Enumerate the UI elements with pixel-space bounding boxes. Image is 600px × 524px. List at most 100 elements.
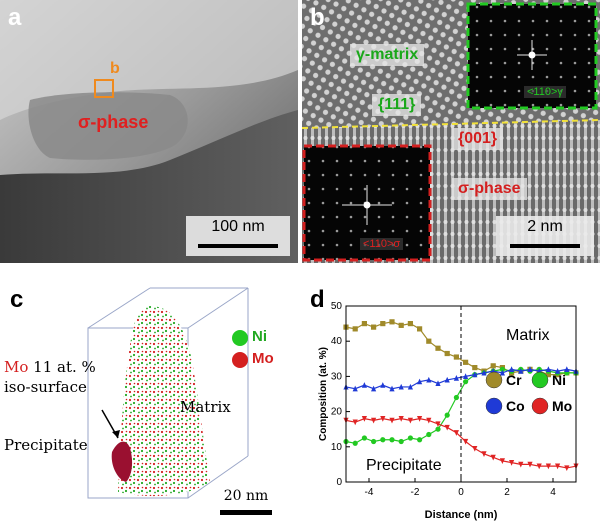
- y-tick-label: 40: [331, 336, 343, 347]
- data-point: [564, 366, 570, 372]
- data-point: [361, 382, 367, 388]
- iso-label-line2: iso-surface: [4, 378, 87, 396]
- data-point: [398, 383, 404, 390]
- data-point: [444, 412, 450, 418]
- panel-c-label: c: [10, 286, 24, 313]
- data-point: [463, 379, 469, 385]
- legend-mo-ball: [232, 352, 248, 368]
- data-point: [407, 383, 413, 390]
- data-point: [545, 366, 551, 372]
- data-point: [463, 438, 469, 445]
- data-point: [352, 419, 358, 426]
- data-point: [545, 463, 551, 470]
- data-point: [545, 372, 551, 378]
- data-point: [426, 431, 432, 438]
- data-point: [453, 375, 459, 381]
- data-point: [407, 435, 413, 441]
- plane-111-label: {111}: [372, 94, 422, 116]
- x-tick-label: 0: [458, 487, 464, 498]
- data-point: [371, 417, 377, 424]
- sigma-phase-region: [28, 92, 188, 160]
- legend-cr-label: Cr: [506, 372, 522, 388]
- data-point: [518, 368, 524, 374]
- data-point: [417, 437, 423, 443]
- data-point: [444, 376, 450, 383]
- data-point: [527, 461, 533, 468]
- precipitate-annotation: Precipitate: [366, 457, 442, 474]
- x-tick-label: -2: [411, 487, 420, 498]
- data-point: [426, 338, 432, 344]
- panel-b-label: b: [310, 4, 325, 31]
- y-axis-label: Composition (at. %): [318, 347, 329, 441]
- data-point: [435, 421, 441, 428]
- data-point: [509, 460, 515, 466]
- x-tick-label: 2: [504, 487, 510, 498]
- y-tick-label: 10: [331, 442, 343, 453]
- data-point: [444, 424, 450, 431]
- panel-d-label: d: [310, 286, 325, 313]
- legend-ni-label: Ni: [252, 328, 267, 345]
- data-point: [444, 350, 450, 357]
- data-point: [389, 385, 395, 392]
- iso-value: 11 at. %: [33, 358, 96, 376]
- data-point: [361, 416, 367, 422]
- y-tick-label: 0: [336, 477, 342, 488]
- x-tick-label: 4: [550, 487, 556, 498]
- panel-b: b γ-matrix {111} {001} σ-phase <110>γ <1…: [302, 0, 600, 263]
- legend-co-marker: [485, 397, 503, 415]
- x-tick-label: -4: [365, 487, 374, 498]
- data-point: [398, 438, 404, 445]
- data-point: [472, 371, 478, 378]
- data-point: [380, 437, 386, 443]
- legend-mo-label: Mo: [552, 398, 572, 414]
- data-point: [435, 345, 441, 351]
- data-point: [417, 326, 423, 332]
- panel-c: c Ni Mo Mo 11 at. % iso-surface Matrix P…: [0, 270, 300, 524]
- y-tick-label: 20: [331, 407, 343, 418]
- data-point: [472, 445, 478, 452]
- data-point: [490, 454, 496, 461]
- gamma-matrix-label: γ-matrix: [350, 44, 425, 66]
- iso-element: Mo: [4, 358, 29, 376]
- data-point: [518, 461, 524, 468]
- data-point: [352, 326, 358, 332]
- legend-ni-marker: [531, 371, 549, 389]
- legend-cr-marker: [485, 371, 503, 389]
- data-point: [435, 380, 441, 387]
- region-marker-label: b: [110, 60, 120, 77]
- data-point: [499, 366, 505, 372]
- y-tick-label: 30: [331, 371, 343, 382]
- data-point: [453, 354, 459, 360]
- data-point: [555, 368, 561, 374]
- data-point: [555, 463, 561, 470]
- data-point: [463, 359, 469, 365]
- data-point: [389, 437, 395, 443]
- data-point: [380, 416, 386, 422]
- data-point: [499, 458, 505, 464]
- y-tick-label: 50: [331, 301, 343, 312]
- fft-sigma-zone-axis: <110>σ: [360, 238, 404, 250]
- data-point: [417, 378, 423, 385]
- atom-cloud: [118, 306, 210, 497]
- scale-bar-b: 2 nm: [496, 216, 594, 256]
- data-point: [371, 438, 377, 445]
- legend-ni-label: Ni: [552, 372, 566, 388]
- panel-d: d -4 -2 0 2 4 0 10 20 30 40 50 Distance (nm) Compo…: [300, 270, 600, 524]
- sigma-phase-label-b: σ-phase: [452, 178, 527, 200]
- data-point: [435, 426, 441, 432]
- data-point: [371, 385, 377, 392]
- data-point: [564, 465, 570, 472]
- data-point: [389, 417, 395, 424]
- data-point: [463, 373, 469, 379]
- data-point: [527, 366, 533, 372]
- iso-label-line1: Mo 11 at. %: [4, 358, 96, 376]
- data-point: [426, 376, 432, 383]
- x-axis-label: Distance (nm): [425, 509, 498, 521]
- data-point: [398, 416, 404, 422]
- panel-a: a b σ-phase 100 nm: [0, 0, 298, 263]
- data-point: [407, 417, 413, 424]
- sigma-phase-label: σ-phase: [78, 112, 149, 132]
- matrix-annotation: Matrix: [506, 327, 550, 344]
- data-point: [481, 451, 487, 457]
